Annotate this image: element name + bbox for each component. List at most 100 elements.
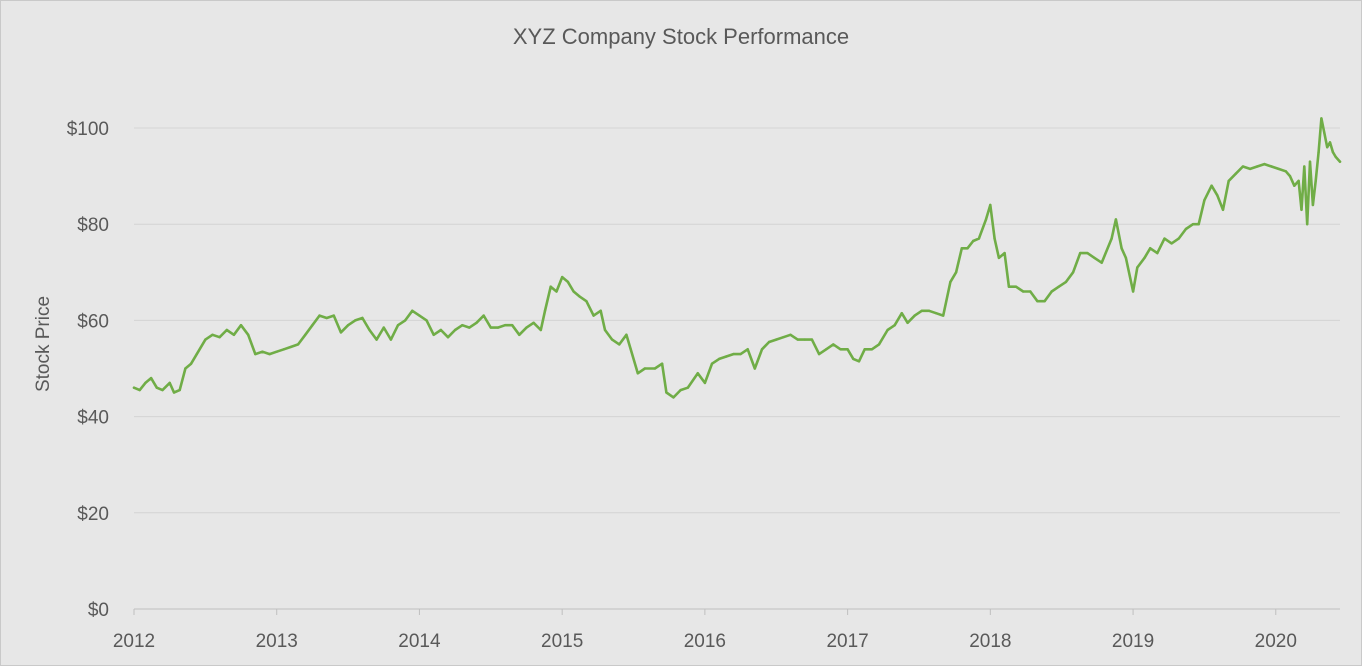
data-point	[144, 381, 147, 385]
data-point	[247, 333, 250, 336]
data-point	[566, 280, 570, 284]
data-point	[155, 386, 158, 389]
data-point	[1131, 290, 1135, 293]
data-point	[1263, 162, 1266, 166]
data-point	[1191, 223, 1195, 226]
data-point	[1100, 261, 1103, 264]
data-point	[942, 314, 945, 317]
data-point	[325, 316, 328, 320]
data-point	[1163, 237, 1166, 240]
data-point	[1197, 223, 1200, 226]
data-point	[753, 367, 756, 370]
data-point	[346, 324, 350, 327]
data-point	[1256, 165, 1259, 168]
data-point	[599, 309, 602, 312]
data-point	[204, 338, 207, 341]
x-tick-label: 2014	[398, 631, 441, 652]
data-point	[138, 388, 141, 392]
data-point	[857, 360, 861, 363]
data-point	[643, 367, 647, 370]
data-point	[375, 338, 378, 341]
data-point	[767, 340, 771, 344]
data-point	[1143, 256, 1146, 260]
data-point	[703, 381, 707, 385]
data-point	[629, 348, 632, 351]
data-point	[496, 326, 500, 329]
data-point	[304, 333, 307, 336]
data-point	[339, 331, 343, 334]
data-point	[949, 280, 952, 284]
x-tick-label: 2018	[969, 631, 1011, 652]
data-point	[906, 321, 909, 324]
data-point	[578, 295, 581, 298]
data-point	[1323, 131, 1326, 134]
data-point	[877, 343, 881, 346]
data-point	[636, 372, 639, 375]
data-point	[1216, 194, 1219, 197]
data-point	[149, 376, 153, 380]
data-point	[1308, 160, 1312, 163]
data-point	[511, 324, 514, 327]
data-point	[211, 333, 214, 336]
data-point	[518, 333, 521, 336]
data-point	[1317, 150, 1320, 154]
data-point	[475, 321, 478, 324]
data-point	[1331, 150, 1335, 154]
data-point	[525, 326, 528, 329]
data-point	[461, 324, 464, 327]
x-tick-label: 2020	[1255, 631, 1297, 652]
data-point	[1338, 160, 1342, 163]
data-point	[997, 256, 1001, 260]
data-point	[1203, 199, 1206, 202]
data-point	[725, 355, 728, 358]
data-point	[1022, 290, 1025, 293]
data-point	[672, 396, 675, 399]
data-point	[886, 328, 889, 332]
y-tick-label: $20	[77, 504, 109, 525]
data-point	[775, 338, 778, 341]
data-point	[489, 326, 492, 329]
data-point	[1007, 285, 1011, 288]
data-point	[796, 338, 799, 341]
data-point	[178, 388, 181, 392]
data-point	[1227, 179, 1230, 183]
y-tick-label: $0	[88, 600, 109, 621]
data-point	[1079, 251, 1082, 255]
data-point	[254, 352, 257, 356]
data-point	[1320, 117, 1323, 120]
data-point	[585, 300, 588, 303]
data-point	[468, 326, 471, 329]
data-point	[195, 352, 198, 356]
data-point	[810, 338, 814, 341]
data-point	[439, 328, 443, 332]
data-point	[1306, 223, 1309, 226]
data-point	[232, 333, 236, 336]
data-point	[1314, 179, 1317, 183]
data-point	[1014, 285, 1018, 288]
data-point	[934, 312, 938, 315]
x-tick-label: 2013	[256, 631, 298, 652]
y-axis: $0 $20 $40 $60 $80 $100	[67, 119, 109, 621]
data-point	[555, 290, 558, 293]
data-point	[1270, 165, 1273, 168]
data-point	[411, 309, 414, 312]
data-point	[225, 328, 228, 332]
data-point	[532, 321, 535, 324]
data-point	[870, 348, 874, 351]
data-point	[610, 338, 614, 341]
data-point	[572, 290, 575, 293]
data-point	[161, 388, 164, 392]
y-tick-label: $100	[67, 119, 109, 140]
data-point	[1064, 280, 1068, 284]
data-point	[1170, 242, 1173, 245]
data-point	[920, 309, 923, 312]
data-point	[1177, 237, 1180, 240]
data-point	[389, 338, 393, 341]
data-point	[863, 348, 866, 351]
x-tick-label: 2017	[826, 631, 868, 652]
data-point	[603, 328, 607, 332]
data-point	[282, 348, 286, 351]
data-point	[168, 381, 171, 385]
data-point	[1288, 174, 1292, 178]
